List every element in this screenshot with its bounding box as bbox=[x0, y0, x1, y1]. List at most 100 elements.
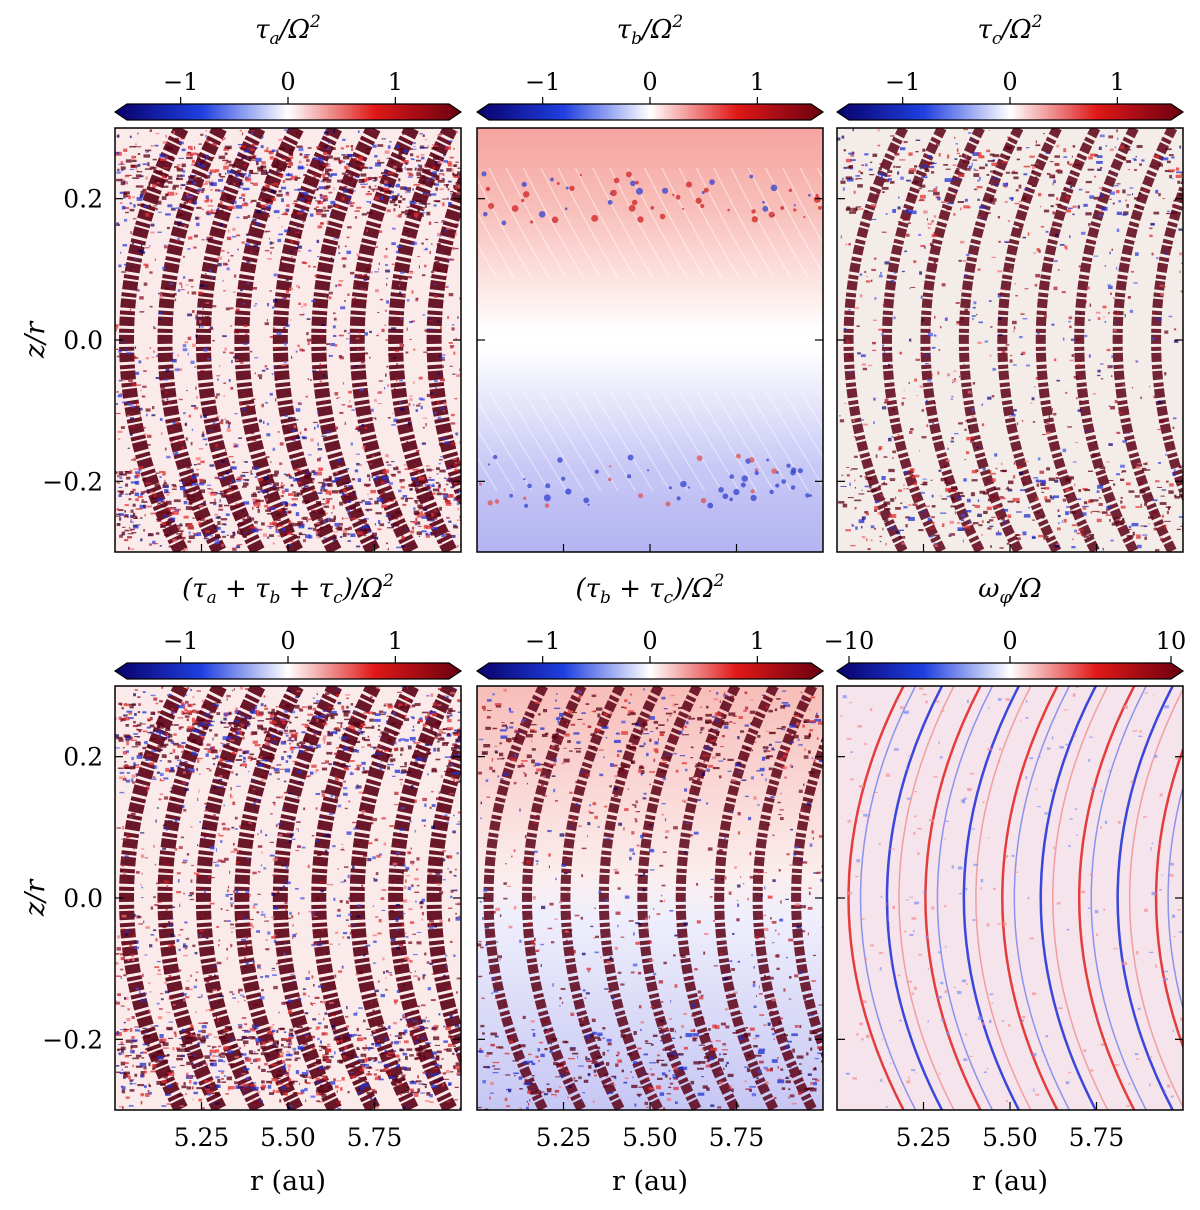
speckle bbox=[243, 1043, 246, 1047]
speckle bbox=[296, 1034, 299, 1037]
speckle bbox=[1133, 282, 1138, 284]
band bbox=[119, 128, 189, 552]
speckle bbox=[246, 516, 251, 520]
feature-dot bbox=[780, 205, 785, 210]
speckle bbox=[1113, 185, 1119, 187]
speckle bbox=[341, 257, 347, 260]
speckle bbox=[410, 1019, 414, 1021]
speckle bbox=[347, 533, 350, 536]
speckle bbox=[442, 173, 445, 177]
speckle bbox=[1128, 528, 1132, 530]
speckle bbox=[294, 178, 298, 181]
speckle bbox=[878, 445, 883, 449]
speckle bbox=[312, 370, 317, 372]
speckle bbox=[120, 928, 126, 932]
speckle bbox=[211, 1046, 217, 1048]
speckle bbox=[351, 148, 354, 151]
speckle bbox=[1148, 516, 1154, 519]
speckle bbox=[407, 236, 410, 238]
speckle bbox=[126, 354, 128, 356]
speckle bbox=[919, 166, 922, 170]
speckle bbox=[353, 493, 357, 495]
speckle bbox=[457, 545, 459, 548]
speckle bbox=[1074, 529, 1078, 533]
speckle bbox=[310, 481, 314, 484]
speckle bbox=[938, 469, 942, 472]
speckle bbox=[135, 871, 140, 874]
speckle bbox=[457, 460, 461, 464]
speckle bbox=[873, 257, 877, 260]
speckle bbox=[304, 750, 309, 752]
speckle bbox=[385, 264, 388, 266]
speckle bbox=[322, 195, 328, 200]
speckle bbox=[187, 523, 193, 527]
feature-dot bbox=[729, 497, 733, 502]
speckle bbox=[298, 302, 302, 306]
speckle bbox=[903, 506, 908, 509]
speckle bbox=[355, 337, 360, 340]
speckle bbox=[252, 871, 257, 875]
speckle bbox=[449, 1014, 453, 1019]
speckle bbox=[301, 517, 304, 520]
speckle bbox=[404, 698, 409, 701]
speckle bbox=[340, 722, 343, 726]
speckle bbox=[343, 879, 346, 881]
speckle bbox=[1141, 467, 1147, 471]
speckle bbox=[429, 531, 433, 536]
speckle bbox=[319, 169, 323, 171]
speckle bbox=[388, 354, 393, 356]
speckle bbox=[986, 173, 990, 176]
speckle bbox=[1078, 528, 1084, 532]
speckle bbox=[133, 468, 140, 470]
speckle bbox=[869, 186, 872, 191]
speckle bbox=[176, 216, 178, 219]
speckle bbox=[218, 944, 220, 947]
speckle bbox=[219, 201, 223, 205]
speckle bbox=[198, 448, 204, 450]
speckle bbox=[933, 542, 937, 545]
speckle bbox=[432, 483, 434, 487]
feature-dot bbox=[635, 180, 639, 185]
speckle bbox=[252, 492, 257, 496]
speckle bbox=[248, 890, 250, 893]
streak bbox=[799, 390, 823, 430]
speckle bbox=[284, 160, 287, 163]
speckle bbox=[459, 368, 461, 372]
speckle bbox=[439, 169, 444, 172]
speckle bbox=[370, 489, 376, 494]
speckle bbox=[456, 502, 459, 506]
speckle bbox=[431, 1071, 435, 1073]
feature-dot bbox=[550, 177, 554, 182]
speckle bbox=[444, 814, 448, 816]
speckle bbox=[841, 474, 844, 476]
speckle bbox=[144, 149, 152, 152]
speckle bbox=[454, 462, 458, 464]
speckle bbox=[408, 484, 415, 487]
speckle bbox=[860, 354, 866, 358]
speckle bbox=[143, 370, 147, 372]
speckle bbox=[454, 496, 461, 500]
speckle bbox=[310, 438, 314, 442]
speckle bbox=[1102, 305, 1107, 309]
speckle bbox=[288, 522, 295, 527]
speckle bbox=[197, 517, 201, 521]
speckle bbox=[393, 516, 399, 520]
speckle bbox=[894, 496, 897, 500]
speckle bbox=[445, 954, 448, 957]
speckle bbox=[274, 377, 278, 381]
speckle bbox=[351, 172, 355, 176]
speckle bbox=[214, 476, 220, 479]
speckle bbox=[151, 414, 156, 417]
speckle bbox=[430, 532, 434, 536]
speckle bbox=[432, 171, 437, 175]
speckle bbox=[1101, 511, 1108, 514]
speckle bbox=[350, 145, 354, 148]
speckle bbox=[306, 520, 309, 523]
speckle bbox=[1167, 506, 1170, 511]
speckle bbox=[277, 729, 279, 734]
speckle bbox=[335, 527, 338, 530]
speckle bbox=[1120, 505, 1126, 509]
speckle bbox=[872, 349, 877, 352]
speckle bbox=[226, 947, 228, 951]
speckle bbox=[458, 915, 460, 919]
